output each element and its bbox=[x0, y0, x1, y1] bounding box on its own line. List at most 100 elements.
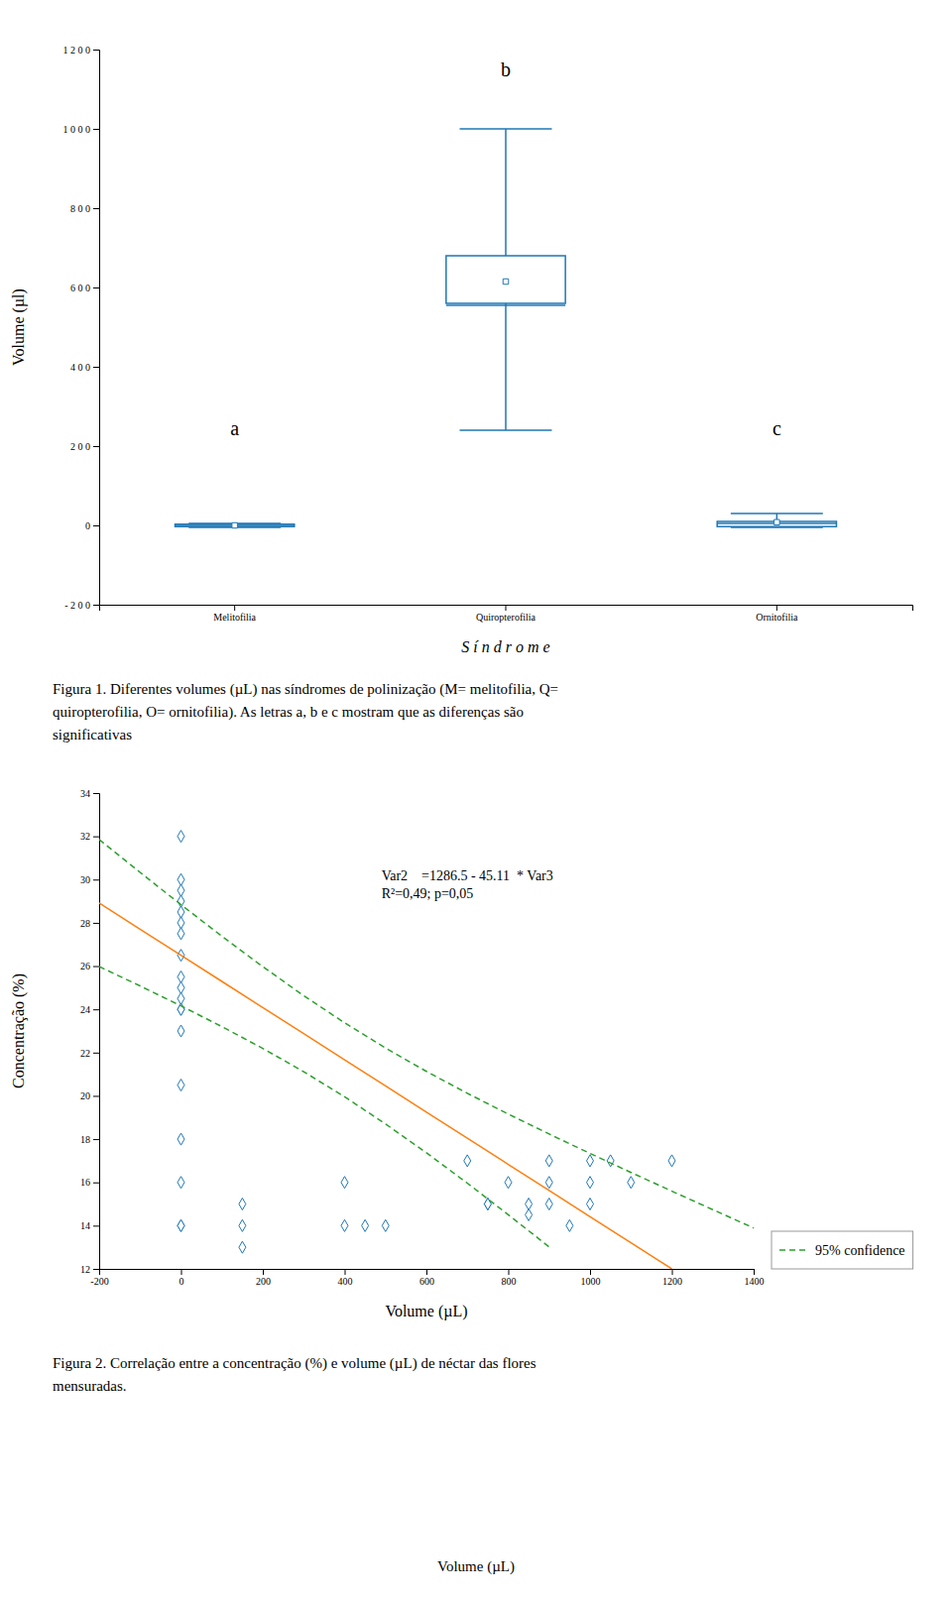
tick: 600 bbox=[419, 1269, 435, 1288]
point bbox=[525, 1208, 533, 1221]
point bbox=[668, 1155, 676, 1168]
median bbox=[446, 304, 566, 307]
tick-mark bbox=[93, 836, 100, 838]
tick: 0 bbox=[85, 520, 100, 532]
tick-mark bbox=[590, 1269, 592, 1276]
caption: Figura 2. Correlação entre a concentraçã… bbox=[52, 1355, 537, 1373]
point bbox=[177, 928, 185, 941]
tick: 1000 bbox=[581, 1269, 601, 1288]
tick: Quiropterofilia bbox=[476, 604, 537, 623]
point bbox=[545, 1198, 553, 1211]
whisker bbox=[504, 303, 507, 431]
whisker-cap bbox=[460, 429, 553, 432]
point bbox=[177, 1133, 185, 1146]
line bbox=[99, 903, 673, 1270]
point bbox=[238, 1198, 246, 1211]
tick-label: Melitofilia bbox=[213, 611, 256, 623]
point bbox=[381, 1219, 389, 1232]
line bbox=[99, 839, 754, 1229]
line bbox=[99, 966, 550, 1248]
x-axis: -2000200400600800100012001400 bbox=[90, 1269, 764, 1288]
tick-mark bbox=[181, 1269, 183, 1276]
legend-line bbox=[779, 1249, 808, 1252]
tick-label: 6 0 0 bbox=[70, 282, 91, 294]
point bbox=[587, 1155, 595, 1168]
tick-label: -200 bbox=[90, 1276, 109, 1288]
tick-label: - 2 0 0 bbox=[64, 599, 91, 611]
point bbox=[566, 1219, 574, 1232]
tick-label: 14 bbox=[80, 1220, 91, 1232]
tick-label: 20 bbox=[80, 1090, 91, 1102]
tick: 0 bbox=[179, 1269, 185, 1288]
axis-line bbox=[93, 794, 101, 1271]
tick-label: 0 bbox=[85, 520, 91, 532]
tick-label: 8 0 0 bbox=[70, 203, 91, 215]
tick-label: 2 0 0 bbox=[70, 441, 91, 453]
tick: 2 0 0 bbox=[70, 441, 100, 453]
tick-label: 18 bbox=[80, 1134, 91, 1146]
y-axis: - 2 0 002 0 04 0 06 0 08 0 01 0 0 01 2 0… bbox=[63, 44, 101, 611]
tick-label: 22 bbox=[80, 1048, 91, 1060]
caption: mensuradas. bbox=[52, 1378, 127, 1395]
annotation: c bbox=[772, 417, 782, 440]
tick-label: 34 bbox=[80, 788, 91, 800]
tick-mark bbox=[93, 366, 100, 368]
tick-label: 1 2 0 0 bbox=[63, 44, 92, 56]
point bbox=[587, 1198, 595, 1211]
axis-line bbox=[100, 605, 914, 612]
tick-label: 30 bbox=[80, 874, 91, 886]
whisker-cap bbox=[730, 512, 824, 515]
tick-label: Ornitofilia bbox=[755, 611, 799, 623]
figure: - 2 0 002 0 04 0 06 0 08 0 01 0 0 01 2 0… bbox=[0, 0, 952, 1600]
box-body bbox=[446, 255, 566, 304]
point bbox=[177, 831, 185, 843]
x-axis-title: Volume (µL) bbox=[384, 1303, 468, 1321]
point bbox=[341, 1219, 349, 1232]
tick-label: 600 bbox=[419, 1276, 435, 1288]
tick-mark bbox=[93, 1183, 100, 1185]
tick-mark bbox=[93, 879, 100, 881]
point bbox=[545, 1155, 553, 1168]
tick-mark bbox=[93, 793, 100, 795]
plot-area bbox=[99, 831, 754, 1270]
tick-mark bbox=[426, 1269, 428, 1276]
tick: Ornitofilia bbox=[755, 604, 799, 623]
tick: 1400 bbox=[744, 1269, 765, 1288]
x-axis-title: S í n d r o m e bbox=[461, 638, 550, 656]
scatter-series bbox=[177, 831, 676, 1255]
point bbox=[238, 1219, 246, 1232]
annotation: Var2 =1286.5 - 45.11 * Var3R²=0,49; p=0,… bbox=[381, 868, 554, 902]
tick: 1 2 0 0 bbox=[63, 44, 101, 56]
tick-mark bbox=[234, 604, 236, 611]
tick-mark bbox=[93, 604, 100, 606]
tick: 6 0 0 bbox=[70, 282, 100, 294]
tick-label: 0 bbox=[179, 1276, 185, 1288]
tick-mark bbox=[93, 49, 100, 51]
point bbox=[177, 1219, 185, 1232]
tick-mark bbox=[93, 966, 100, 968]
whisker bbox=[504, 128, 507, 256]
tick-mark bbox=[93, 1053, 100, 1055]
annotation: b bbox=[500, 58, 511, 81]
y-axis: 121416182022242628303234 bbox=[80, 788, 101, 1276]
tick-mark bbox=[262, 1269, 264, 1276]
tick: 8 0 0 bbox=[70, 203, 100, 215]
tick-mark bbox=[93, 446, 100, 448]
tick-label: 28 bbox=[80, 918, 91, 930]
point bbox=[545, 1177, 553, 1190]
tick: 800 bbox=[501, 1269, 517, 1288]
tick: 18 bbox=[80, 1134, 100, 1146]
caption: Figura 1. Diferentes volumes (µL) nas sí… bbox=[52, 681, 559, 699]
tick: 20 bbox=[80, 1090, 100, 1102]
tick: 400 bbox=[338, 1269, 354, 1288]
point bbox=[483, 1198, 491, 1211]
legend-frame bbox=[771, 1231, 914, 1270]
chart: 121416182022242628303234-200020040060080… bbox=[9, 788, 914, 1321]
tick-mark bbox=[508, 1269, 510, 1276]
tick: 200 bbox=[255, 1269, 271, 1288]
tick-label: 26 bbox=[80, 960, 91, 972]
tick: Melitofilia bbox=[213, 604, 256, 623]
point bbox=[483, 1198, 491, 1211]
point bbox=[361, 1219, 369, 1232]
tick-mark bbox=[93, 208, 100, 210]
